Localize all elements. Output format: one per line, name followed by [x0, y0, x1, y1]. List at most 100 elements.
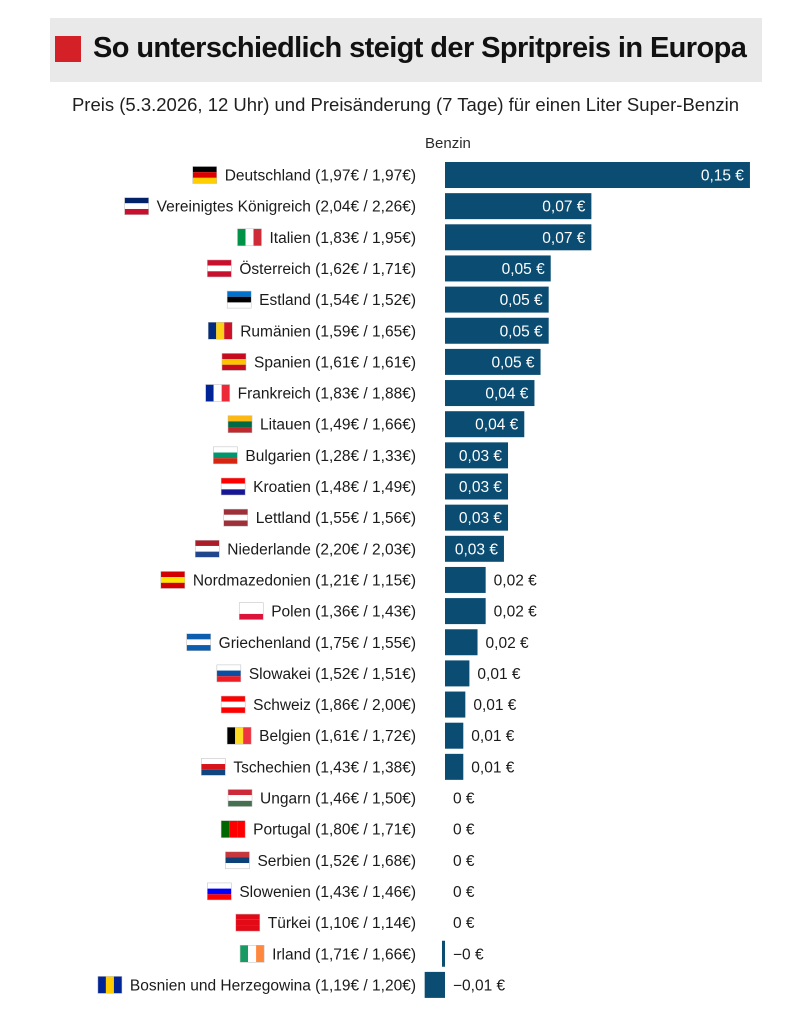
bar — [445, 473, 509, 500]
flag-stripe — [225, 851, 250, 858]
flag-border — [227, 415, 253, 433]
value-label: 0,01 € — [477, 666, 520, 683]
flag-stripe — [239, 608, 264, 614]
value-label: −0 € — [453, 946, 484, 963]
flag-stripe — [240, 945, 249, 963]
red-square-icon — [55, 36, 81, 62]
flag-stripe — [160, 571, 185, 578]
flag-stripe — [237, 228, 246, 246]
value-label: 0,05 € — [500, 323, 543, 340]
flag-stripe — [227, 727, 236, 745]
flag-border — [186, 633, 211, 651]
flag-stripe — [237, 820, 246, 838]
ba-flag-icon — [97, 976, 123, 994]
flag-stripe — [253, 228, 262, 246]
si-flag-icon — [207, 882, 232, 901]
bg-flag-icon — [213, 446, 238, 465]
category-label: Litauen (1,49€ / 1,66€) — [260, 417, 416, 434]
flag-stripe — [229, 820, 238, 838]
bar — [445, 255, 551, 282]
flag-stripe — [195, 551, 220, 558]
value-label: 0,01 € — [471, 759, 514, 776]
bar — [445, 411, 525, 438]
category-label: Serbien (1,52€ / 1,68€) — [257, 853, 416, 870]
category-label: Niederlande (2,20€ / 2,03€) — [227, 541, 416, 558]
flag-stripe — [225, 857, 250, 864]
bar — [445, 722, 464, 749]
flag-border — [227, 789, 253, 807]
flag-stripe — [216, 322, 225, 340]
flag-stripe — [235, 727, 244, 745]
flag-stripe — [228, 427, 253, 433]
bar — [445, 380, 535, 407]
bar — [445, 286, 549, 313]
value-label: 0,05 € — [502, 261, 545, 278]
bar — [445, 348, 541, 375]
flag-border — [238, 602, 264, 620]
flag-border — [207, 322, 233, 340]
pl-flag-icon — [238, 602, 264, 620]
category-label: Estland (1,54€ / 1,52€) — [259, 292, 416, 309]
flag-stripe — [228, 415, 253, 422]
flag-stripe — [207, 882, 232, 889]
category-label: Tschechien (1,43€ / 1,38€) — [233, 759, 416, 776]
flag-border — [226, 726, 252, 745]
flag-stripe — [221, 707, 246, 714]
flag-stripe — [205, 384, 214, 402]
flag-stripe — [256, 945, 265, 963]
flag-border — [124, 197, 149, 215]
gr-flag-icon — [186, 633, 211, 651]
flag-border — [213, 446, 238, 465]
flag-stripe — [221, 701, 246, 708]
bar — [445, 193, 592, 220]
chart-subtitle: Preis (5.3.2026, 12 Uhr) und Preisänderu… — [71, 94, 740, 115]
flag-stripe — [221, 820, 230, 838]
category-label: Slowenien (1,43€ / 1,46€) — [239, 884, 416, 901]
flag-stripe — [216, 676, 241, 682]
value-label: 0,05 € — [500, 292, 543, 309]
flag-stripe — [221, 353, 246, 360]
flag-stripe — [245, 228, 254, 246]
be-flag-icon — [226, 726, 252, 745]
flag-stripe — [207, 271, 232, 277]
flag-border — [160, 571, 186, 589]
flag-stripe — [228, 789, 253, 796]
flag-stripe — [224, 322, 233, 340]
rs-flag-icon — [225, 851, 250, 870]
flag-stripe — [227, 302, 252, 309]
flag-border — [220, 695, 246, 714]
gb-flag-icon — [124, 197, 149, 215]
flag-stripe — [243, 727, 252, 745]
category-label: Irland (1,71€ / 1,66€) — [272, 946, 416, 963]
flag-border — [225, 851, 250, 870]
value-label: 0,01 € — [471, 728, 514, 745]
flag-stripe — [216, 670, 241, 677]
ch-flag-icon — [220, 695, 246, 714]
flag-stripe — [235, 919, 260, 926]
flag-stripe — [213, 446, 238, 453]
value-label: 0 € — [453, 884, 475, 901]
flag-stripe — [124, 197, 149, 204]
mk-flag-icon — [160, 571, 186, 589]
category-label: Deutschland (1,97€ / 1,97€) — [225, 168, 416, 185]
flag-stripe — [97, 976, 106, 994]
category-label: Slowakei (1,52€ / 1,51€) — [249, 666, 416, 683]
bar — [445, 566, 486, 593]
lt-flag-icon — [227, 415, 253, 433]
flag-stripe — [213, 458, 238, 464]
flag-stripe — [221, 489, 246, 495]
value-label: 0,03 € — [459, 479, 502, 496]
flag-stripe — [227, 296, 252, 303]
flag-stripe — [228, 421, 253, 428]
category-label: Portugal (1,80€ / 1,71€) — [253, 822, 416, 839]
bar — [445, 660, 470, 687]
value-label: 0,03 € — [459, 510, 502, 527]
flag-stripe — [192, 177, 217, 184]
flag-stripe — [201, 764, 226, 770]
flag-stripe — [248, 945, 257, 963]
flag-stripe — [124, 208, 149, 215]
category-label: Spanien (1,61€ / 1,61€) — [254, 354, 416, 371]
sk-flag-icon — [216, 664, 242, 683]
value-label: 0,01 € — [473, 697, 516, 714]
bar — [445, 504, 509, 531]
